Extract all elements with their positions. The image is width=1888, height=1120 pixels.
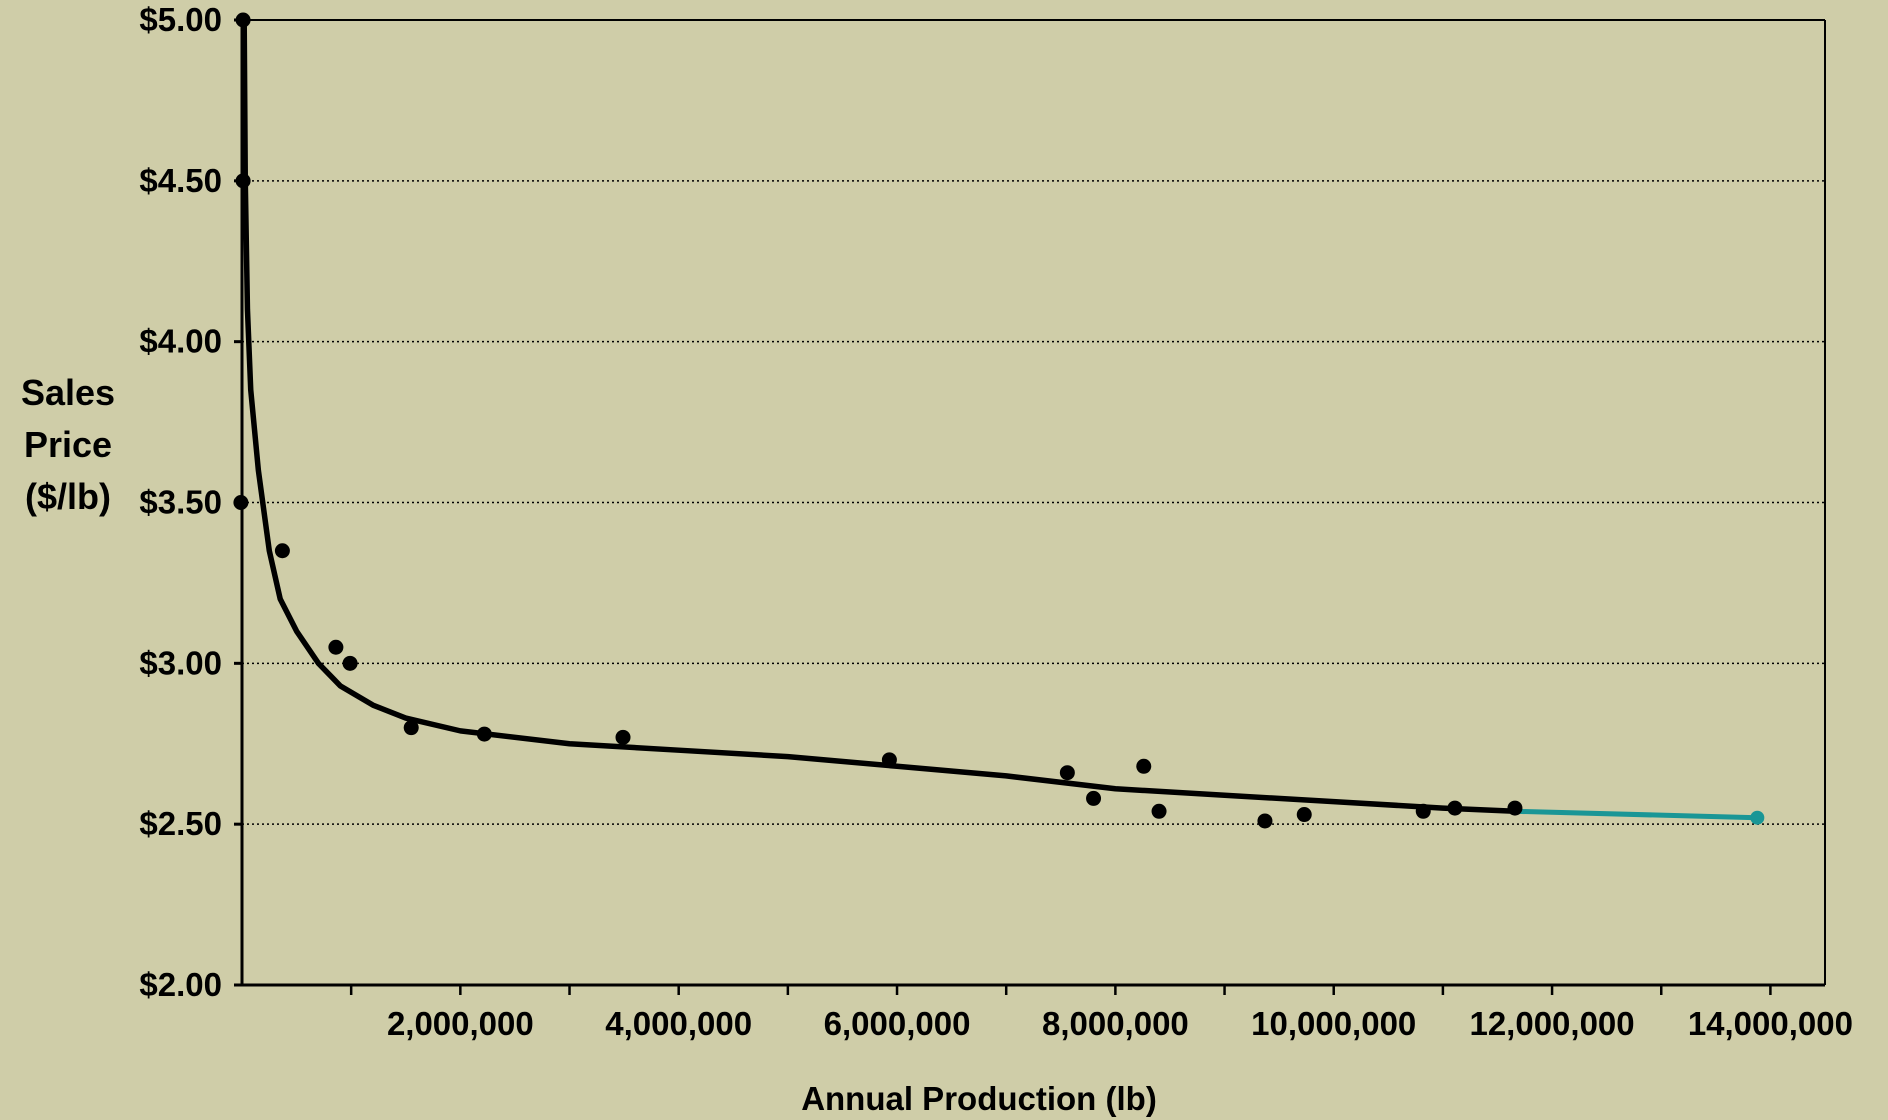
data-point (1059, 765, 1075, 781)
x-tick-label: 12,000,000 (1469, 1005, 1634, 1042)
y-tick-label: $3.50 (139, 484, 222, 521)
extension-end-point (1750, 810, 1765, 825)
grid-lines (242, 19, 1825, 825)
x-tick-label: 4,000,000 (605, 1005, 752, 1042)
y-tick-label: $2.00 (139, 966, 222, 1003)
data-point (1086, 790, 1102, 806)
data-point (1257, 813, 1273, 829)
y-tick-label: $4.50 (139, 162, 222, 199)
data-point (235, 12, 251, 28)
x-tick-label: 14,000,000 (1688, 1005, 1853, 1042)
extension-line (1514, 808, 1758, 821)
data-point (328, 639, 344, 655)
data-point (615, 729, 631, 745)
y-tick-label: $2.50 (139, 805, 222, 842)
y-axis-title-line: Price (24, 424, 112, 465)
y-axis-title-line: Sales (21, 372, 115, 413)
x-axis-title: Annual Production (lb) (801, 1080, 1157, 1117)
data-point (235, 173, 251, 189)
y-axis-title-line: ($/lb) (25, 476, 111, 517)
axes (234, 18, 1826, 995)
x-tick-label: 8,000,000 (1042, 1005, 1189, 1042)
data-point (1151, 803, 1167, 819)
data-point (1136, 758, 1152, 774)
y-tick-label: $4.00 (139, 323, 222, 360)
x-tick-label: 10,000,000 (1251, 1005, 1416, 1042)
data-point (476, 726, 492, 742)
y-tick-label: $3.00 (139, 644, 222, 681)
data-point (881, 752, 897, 768)
data-point (1507, 800, 1523, 816)
x-tick-label: 6,000,000 (824, 1005, 971, 1042)
series (233, 12, 1765, 829)
trend-line (241, 19, 1516, 815)
data-point (403, 720, 419, 736)
x-tick-label: 2,000,000 (387, 1005, 534, 1042)
y-axis-title: Sales Price ($/lb) (21, 372, 115, 517)
tick-labels: $2.00 $2.50 $3.00 $3.50 $4.00 $4.50 $5.00 2,000… (139, 1, 1853, 1042)
data-point (1415, 803, 1431, 819)
y-tick-label: $5.00 (139, 1, 222, 38)
data-point (274, 543, 290, 559)
data-point (1447, 800, 1463, 816)
data-point (342, 655, 358, 671)
data-point (1296, 807, 1312, 823)
data-point (233, 495, 249, 510)
